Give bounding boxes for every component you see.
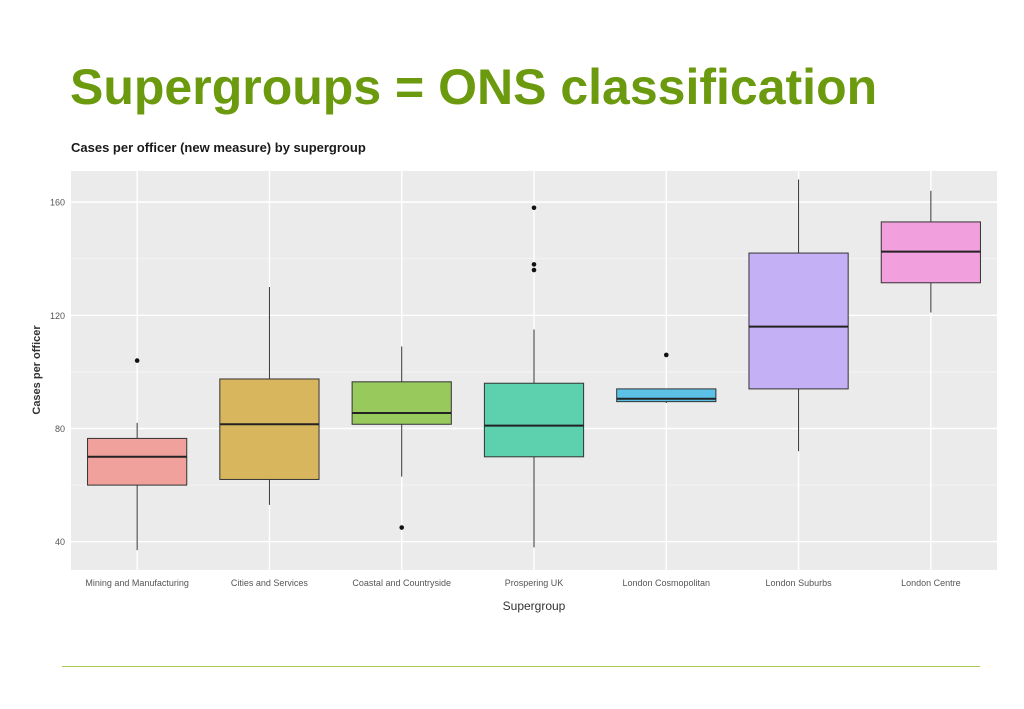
x-tick-label: Coastal and Countryside: [352, 578, 451, 588]
box-group: [880, 190, 981, 313]
outlier-point: [531, 262, 537, 267]
chart-title: Cases per officer (new measure) by super…: [71, 140, 366, 155]
outlier-point: [134, 358, 140, 363]
box-group: [616, 352, 717, 404]
x-tick-label: London Cosmopolitan: [623, 578, 711, 588]
box-group: [87, 358, 188, 551]
box: [87, 437, 188, 486]
x-tick-label: Mining and Manufacturing: [85, 578, 189, 588]
box: [351, 381, 452, 425]
boxes: [87, 179, 981, 551]
x-tick-label: London Centre: [901, 578, 961, 588]
box: [219, 378, 320, 480]
x-tick-label: Prospering UK: [505, 578, 564, 588]
axis-labels: 40 80 120 160 Mining and Manufacturing Cities…: [50, 198, 961, 588]
slide-title: Supergroups = ONS classification: [70, 59, 878, 115]
box: [483, 382, 585, 458]
y-tick-label: 160: [50, 198, 65, 208]
bottom-divider: [62, 666, 980, 667]
outlier-point: [531, 267, 537, 273]
outlier-point: [399, 525, 405, 530]
y-axis-title: Cases per officer: [31, 325, 43, 415]
box-group: [351, 346, 452, 530]
outlier-point: [531, 205, 537, 211]
x-tick-label: London Suburbs: [766, 578, 833, 588]
box-group: [748, 179, 849, 452]
y-tick-label: 40: [55, 537, 65, 547]
box-group: [483, 205, 585, 548]
box: [748, 252, 849, 390]
y-tick-label: 120: [50, 311, 65, 321]
y-tick-label: 80: [55, 424, 65, 434]
box-group: [219, 287, 320, 505]
outlier-point: [663, 352, 669, 358]
x-axis-title: Supergroup: [503, 599, 566, 613]
x-tick-label: Cities and Services: [231, 578, 309, 588]
